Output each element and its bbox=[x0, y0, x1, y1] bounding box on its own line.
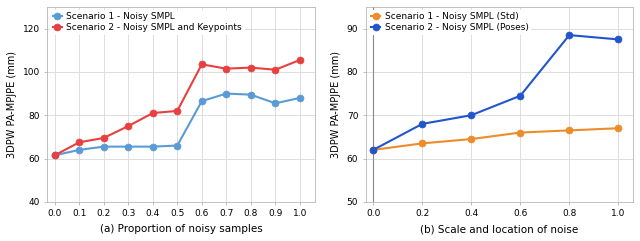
Scenario 2 - Noisy SMPL (Poses) bbox=[614, 38, 622, 41]
Scenario 2 - Noisy SMPL (Poses) bbox=[467, 114, 475, 117]
Scenario 2 - Noisy SMPL and Keypoints bbox=[271, 68, 279, 71]
Scenario 2 - Noisy SMPL and Keypoints bbox=[100, 136, 108, 139]
Scenario 1 - Noisy SMPL (Std) bbox=[516, 131, 524, 134]
Scenario 1 - Noisy SMPL (Std) bbox=[369, 148, 377, 151]
Scenario 1 - Noisy SMPL bbox=[76, 148, 83, 151]
Scenario 1 - Noisy SMPL bbox=[198, 100, 205, 103]
Scenario 1 - Noisy SMPL (Std) bbox=[419, 142, 426, 145]
Scenario 1 - Noisy SMPL bbox=[247, 93, 255, 96]
X-axis label: (b) Scale and location of noise: (b) Scale and location of noise bbox=[420, 224, 579, 234]
X-axis label: (a) Proportion of noisy samples: (a) Proportion of noisy samples bbox=[100, 224, 262, 234]
Scenario 2 - Noisy SMPL (Poses) bbox=[419, 122, 426, 125]
Y-axis label: 3DPW PA-MPJPE (mm): 3DPW PA-MPJPE (mm) bbox=[332, 51, 341, 158]
Scenario 1 - Noisy SMPL bbox=[51, 154, 59, 157]
Scenario 1 - Noisy SMPL bbox=[124, 145, 132, 148]
Scenario 2 - Noisy SMPL (Poses) bbox=[516, 94, 524, 97]
Y-axis label: 3DPW PA-MPJPE (mm): 3DPW PA-MPJPE (mm) bbox=[7, 51, 17, 158]
Legend: Scenario 1 - Noisy SMPL (Std), Scenario 2 - Noisy SMPL (Poses): Scenario 1 - Noisy SMPL (Std), Scenario … bbox=[369, 10, 531, 35]
Scenario 2 - Noisy SMPL and Keypoints bbox=[173, 109, 181, 112]
Scenario 2 - Noisy SMPL and Keypoints bbox=[223, 67, 230, 70]
Line: Scenario 1 - Noisy SMPL (Std): Scenario 1 - Noisy SMPL (Std) bbox=[370, 125, 622, 153]
Scenario 2 - Noisy SMPL and Keypoints bbox=[198, 63, 205, 66]
Scenario 1 - Noisy SMPL bbox=[271, 102, 279, 105]
Scenario 1 - Noisy SMPL bbox=[100, 145, 108, 148]
Scenario 2 - Noisy SMPL and Keypoints bbox=[296, 59, 303, 61]
Scenario 2 - Noisy SMPL and Keypoints bbox=[124, 125, 132, 127]
Legend: Scenario 1 - Noisy SMPL, Scenario 2 - Noisy SMPL and Keypoints: Scenario 1 - Noisy SMPL, Scenario 2 - No… bbox=[50, 10, 244, 35]
Scenario 1 - Noisy SMPL (Std) bbox=[467, 138, 475, 141]
Scenario 2 - Noisy SMPL (Poses) bbox=[566, 34, 573, 37]
Line: Scenario 2 - Noisy SMPL (Poses): Scenario 2 - Noisy SMPL (Poses) bbox=[370, 32, 622, 153]
Scenario 2 - Noisy SMPL and Keypoints bbox=[76, 141, 83, 144]
Scenario 1 - Noisy SMPL (Std) bbox=[614, 127, 622, 130]
Scenario 2 - Noisy SMPL and Keypoints bbox=[247, 66, 255, 69]
Scenario 2 - Noisy SMPL and Keypoints bbox=[51, 154, 59, 157]
Line: Scenario 2 - Noisy SMPL and Keypoints: Scenario 2 - Noisy SMPL and Keypoints bbox=[51, 57, 303, 159]
Scenario 2 - Noisy SMPL (Poses) bbox=[369, 148, 377, 151]
Scenario 1 - Noisy SMPL bbox=[149, 145, 157, 148]
Scenario 2 - Noisy SMPL and Keypoints bbox=[149, 112, 157, 114]
Scenario 1 - Noisy SMPL bbox=[173, 144, 181, 147]
Scenario 1 - Noisy SMPL bbox=[296, 96, 303, 99]
Scenario 1 - Noisy SMPL (Std) bbox=[566, 129, 573, 132]
Line: Scenario 1 - Noisy SMPL: Scenario 1 - Noisy SMPL bbox=[51, 90, 303, 159]
Scenario 1 - Noisy SMPL bbox=[223, 92, 230, 95]
